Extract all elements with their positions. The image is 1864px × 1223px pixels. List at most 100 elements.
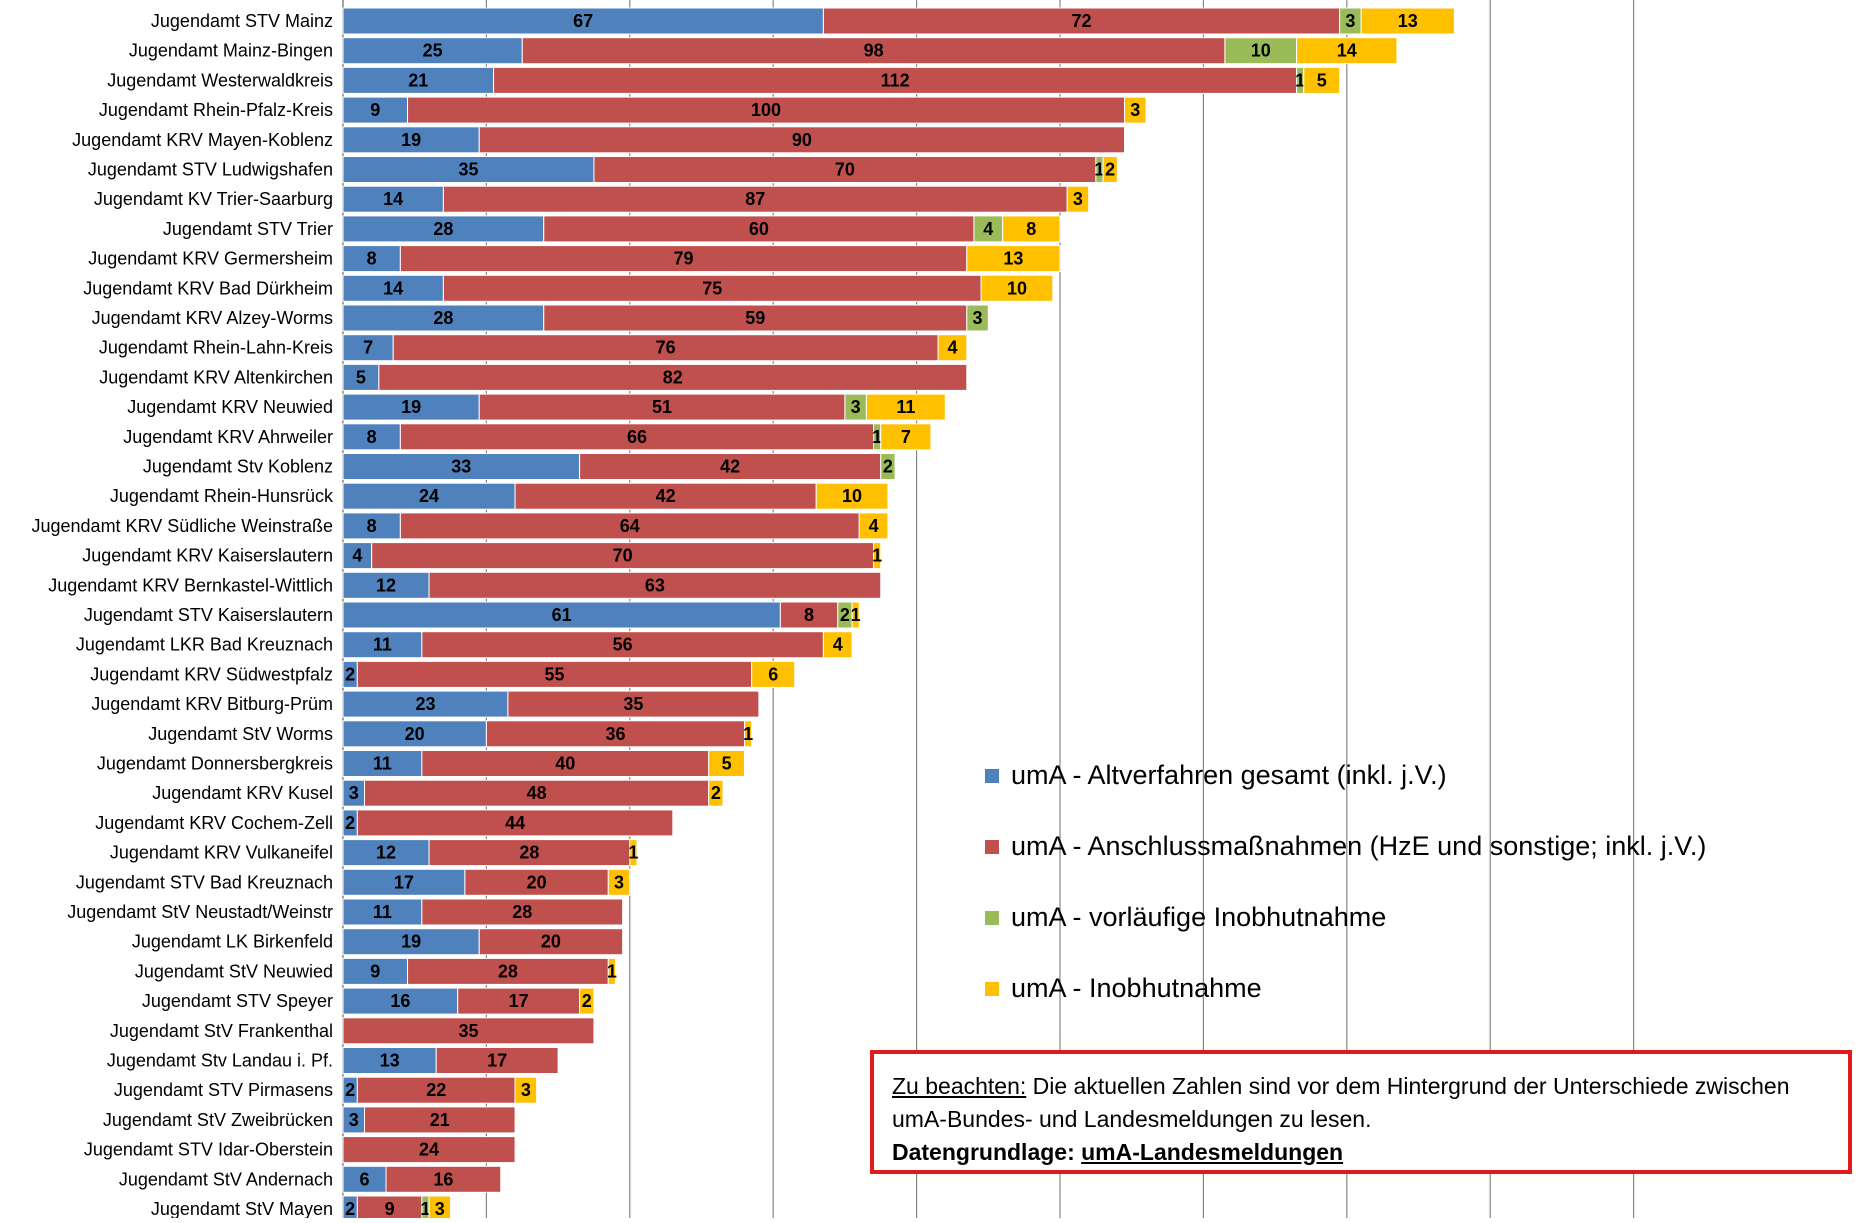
bar-segment <box>342 215 545 243</box>
data-label: 1 <box>607 961 617 981</box>
bar-segment <box>493 66 1298 94</box>
bar-segment <box>708 779 724 807</box>
bar-segment <box>514 1076 538 1104</box>
data-label: 3 <box>1130 100 1140 120</box>
bar-segment <box>342 542 373 570</box>
bar-segment <box>342 482 516 510</box>
data-label: 2 <box>345 1080 355 1100</box>
data-label: 2 <box>711 783 721 803</box>
bar-segment <box>858 512 889 540</box>
data-label: 40 <box>555 754 575 774</box>
data-label: 14 <box>383 189 403 209</box>
data-label: 3 <box>973 308 983 328</box>
data-label: 1 <box>420 1199 430 1218</box>
bar-segment <box>478 393 846 421</box>
bar-segment <box>593 156 1097 183</box>
data-label: 6 <box>768 664 778 684</box>
data-label: 64 <box>620 516 640 536</box>
data-label: 23 <box>415 694 435 714</box>
bar-segment <box>1002 215 1061 243</box>
data-label: 20 <box>541 932 561 952</box>
bar-segment <box>342 185 444 213</box>
bar-segment <box>342 987 459 1015</box>
data-label: 70 <box>835 160 855 180</box>
data-label: 7 <box>901 427 911 447</box>
legend-swatch <box>985 981 999 996</box>
bar-segment <box>342 304 545 332</box>
data-label: 17 <box>509 991 529 1011</box>
bar-segment <box>342 96 409 124</box>
category-label: Jugendamt KRV Alzey-Worms <box>92 308 333 328</box>
category-label: Jugendamt STV Idar-Oberstein <box>84 1140 333 1160</box>
category-label: Jugendamt StV Worms <box>148 724 333 744</box>
data-label: 12 <box>376 843 396 863</box>
bar-segment <box>478 126 1126 154</box>
bar-segment <box>428 571 882 599</box>
data-label: 59 <box>745 308 765 328</box>
data-label: 5 <box>356 367 366 387</box>
category-label: Jugendamt StV Neuwied <box>135 961 333 981</box>
data-label: 90 <box>792 130 812 150</box>
data-label: 11 <box>373 635 392 655</box>
bar-segment <box>392 334 939 362</box>
bar-segment <box>629 839 638 867</box>
data-label: 42 <box>720 457 740 477</box>
data-label: 4 <box>869 516 879 536</box>
data-label: 13 <box>1003 249 1023 269</box>
data-label: 1 <box>872 546 882 566</box>
bar-segment <box>1360 7 1455 35</box>
legend-swatch <box>985 910 999 925</box>
bar-segment <box>880 423 932 451</box>
data-label: 11 <box>896 397 915 417</box>
bar-segment <box>342 928 480 956</box>
bar-segment <box>342 453 581 480</box>
data-label: 10 <box>1007 278 1027 298</box>
data-label: 2 <box>345 664 355 684</box>
bar-segment <box>342 37 523 65</box>
category-label: Jugendamt KRV Germersheim <box>88 249 333 269</box>
data-label: 5 <box>722 754 732 774</box>
bar-segment <box>822 631 853 659</box>
data-label: 2 <box>582 991 592 1011</box>
legend-item: umA - Anschlussmaßnahmen (HzE und sonsti… <box>985 811 1785 882</box>
data-label: 17 <box>487 1051 507 1071</box>
data-label: 2 <box>345 813 355 833</box>
data-label: 17 <box>394 872 414 892</box>
data-label: 3 <box>349 1110 359 1130</box>
data-label: 55 <box>544 664 564 684</box>
category-label: Jugendamt KRV Neuwied <box>127 397 333 417</box>
bar-segment <box>342 126 480 154</box>
category-label: Jugendamt KRV Südliche Weinstraße <box>32 516 334 536</box>
data-label: 8 <box>367 427 377 447</box>
category-label: Jugendamt STV Pirmasens <box>114 1080 333 1100</box>
data-label: 8 <box>804 605 814 625</box>
data-label: 8 <box>367 249 377 269</box>
data-label: 4 <box>833 635 843 655</box>
bar-segment <box>779 601 839 629</box>
data-label: 16 <box>433 1169 453 1189</box>
bar-segment <box>464 868 609 896</box>
bar-segment <box>399 423 875 451</box>
data-label: 61 <box>552 605 572 625</box>
data-label: 14 <box>383 278 403 298</box>
bar-segment <box>342 839 430 867</box>
legend-item: umA - Altverfahren gesamt (inkl. j.V.) <box>985 740 1785 811</box>
category-label: Jugendamt KRV Altenkirchen <box>99 367 333 387</box>
data-label: 5 <box>1317 70 1327 90</box>
data-label: 28 <box>433 308 453 328</box>
data-label: 2 <box>345 1199 355 1218</box>
bar-segment <box>356 660 753 688</box>
data-label: 35 <box>458 1021 478 1041</box>
data-label: 19 <box>401 397 421 417</box>
data-label: 76 <box>656 338 676 358</box>
legend-label: umA - vorläufige Inobhutnahme <box>1011 902 1387 932</box>
data-label: 24 <box>419 486 439 506</box>
bar-segment <box>1102 156 1118 183</box>
bar-segment <box>342 868 466 896</box>
bar-segment <box>607 957 616 985</box>
data-label: 98 <box>864 41 884 61</box>
data-label: 9 <box>370 961 380 981</box>
category-label: Jugendamt Rhein-Pfalz-Kreis <box>99 100 333 120</box>
bar-segment <box>356 809 674 837</box>
